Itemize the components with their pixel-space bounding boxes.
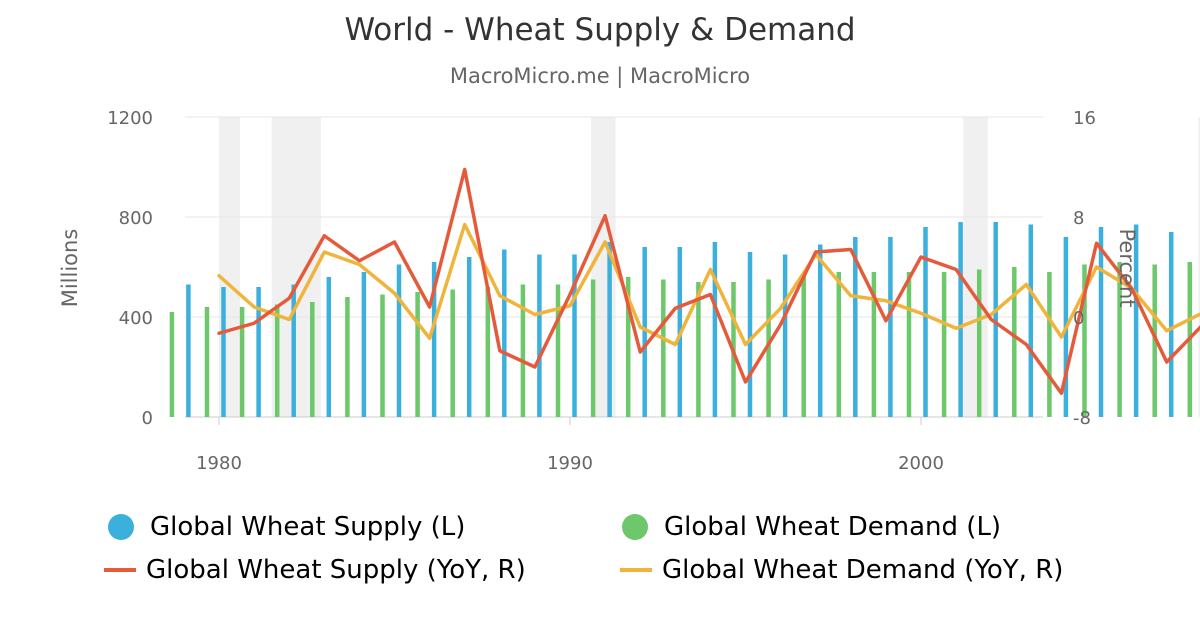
- x-tick-label: 1990: [547, 453, 593, 474]
- y-left-tick-label: 800: [119, 208, 153, 229]
- supply-bar[interactable]: [607, 242, 612, 417]
- supply-bar[interactable]: [502, 249, 507, 418]
- supply-yoy-line[interactable]: [217, 167, 1200, 395]
- demand-bar[interactable]: [766, 279, 771, 418]
- y-right-tick-label: 16: [1073, 108, 1096, 129]
- y-left-tick-label: 400: [119, 308, 153, 329]
- legend-label-demand-bar: Global Wheat Demand (L): [664, 512, 1002, 542]
- legend-marker-demand-yoy: [620, 568, 652, 572]
- legend-label-demand-yoy: Global Wheat Demand (YoY, R): [662, 555, 1064, 585]
- demand-bar[interactable]: [520, 284, 526, 418]
- y-axis-left-title: Millions: [58, 229, 82, 308]
- legend-item-supply-bar[interactable]: Global Wheat Supply (L): [108, 512, 465, 542]
- y-right-tick-label: 8: [1073, 208, 1084, 229]
- demand-bar[interactable]: [836, 272, 842, 417]
- supply-bar[interactable]: [1168, 232, 1174, 417]
- supply-bar[interactable]: [186, 284, 191, 418]
- supply-bar[interactable]: [642, 247, 647, 417]
- demand-bar[interactable]: [801, 274, 806, 418]
- demand-bar[interactable]: [1082, 264, 1087, 418]
- demand-bar[interactable]: [345, 297, 350, 417]
- supply-bar[interactable]: [923, 227, 928, 417]
- demand-bar[interactable]: [380, 294, 385, 418]
- legend-label-supply-yoy: Global Wheat Supply (YoY, R): [146, 555, 526, 585]
- x-tick-label: 1980: [196, 453, 242, 474]
- supply-bar[interactable]: [888, 237, 893, 417]
- demand-bar[interactable]: [239, 307, 245, 417]
- demand-bar[interactable]: [696, 282, 701, 417]
- demand-bar[interactable]: [450, 289, 455, 418]
- demand-bar[interactable]: [1047, 272, 1052, 417]
- demand-bar[interactable]: [485, 287, 491, 417]
- supply-bar[interactable]: [572, 254, 577, 418]
- demand-bar[interactable]: [625, 277, 631, 417]
- demand-bar[interactable]: [871, 272, 877, 417]
- demand-bar[interactable]: [941, 272, 947, 417]
- y-right-tick-label: 0: [1073, 308, 1084, 329]
- supply-bar[interactable]: [712, 242, 718, 417]
- demand-bar[interactable]: [310, 302, 315, 417]
- demand-yoy-line[interactable]: [217, 222, 1200, 347]
- demand-bar[interactable]: [976, 269, 982, 418]
- legend-item-demand-bar[interactable]: Global Wheat Demand (L): [622, 512, 1001, 542]
- legend-item-supply-yoy[interactable]: Global Wheat Supply (YoY, R): [104, 555, 526, 585]
- y-right-tick-label: -8: [1073, 408, 1091, 429]
- x-tick-label: 2000: [898, 453, 944, 474]
- demand-bar[interactable]: [1117, 262, 1122, 417]
- supply-bar[interactable]: [256, 287, 261, 417]
- supply-bar[interactable]: [1098, 227, 1104, 417]
- supply-bar[interactable]: [396, 264, 402, 418]
- supply-bar[interactable]: [993, 222, 998, 417]
- demand-bar[interactable]: [555, 284, 561, 418]
- supply-bar[interactable]: [537, 254, 542, 418]
- supply-bar[interactable]: [747, 252, 753, 417]
- chart-legend: Global Wheat Supply (L) Global Wheat Dem…: [0, 500, 1200, 610]
- legend-marker-supply-bar: [108, 514, 134, 540]
- y-axis-right-title: Percent: [1115, 228, 1139, 307]
- demand-bar[interactable]: [1012, 267, 1017, 417]
- demand-bar[interactable]: [906, 272, 912, 417]
- legend-label-supply-bar: Global Wheat Supply (L): [150, 512, 466, 542]
- supply-bar[interactable]: [431, 262, 437, 417]
- supply-bar[interactable]: [361, 272, 367, 417]
- recession-band-4: [1198, 117, 1200, 417]
- chart-title: World - Wheat Supply & Demand: [344, 12, 856, 48]
- line-series-group: [217, 167, 1200, 395]
- supply-bar[interactable]: [817, 244, 823, 418]
- legend-marker-demand-bar: [622, 514, 648, 540]
- demand-bar[interactable]: [415, 292, 420, 417]
- supply-bar[interactable]: [466, 257, 472, 417]
- demand-bar[interactable]: [590, 279, 596, 418]
- supply-bar[interactable]: [782, 254, 788, 418]
- supply-bar[interactable]: [853, 237, 858, 417]
- demand-bar[interactable]: [274, 304, 280, 418]
- chart-subtitle: MacroMicro.me | MacroMicro: [449, 64, 751, 88]
- supply-bar[interactable]: [1028, 224, 1034, 418]
- demand-bar[interactable]: [204, 307, 210, 417]
- supply-bar[interactable]: [326, 277, 332, 417]
- y-left-tick-label: 0: [142, 408, 153, 429]
- y-left-tick-label: 1200: [107, 108, 153, 129]
- bar-series-group: [169, 222, 1193, 418]
- recession-band-3: [963, 117, 988, 417]
- supply-bar[interactable]: [1133, 224, 1139, 418]
- supply-bar[interactable]: [291, 284, 296, 418]
- demand-bar[interactable]: [661, 279, 666, 418]
- supply-bar[interactable]: [958, 222, 963, 417]
- legend-item-demand-yoy[interactable]: Global Wheat Demand (YoY, R): [620, 555, 1063, 585]
- legend-marker-supply-yoy: [104, 568, 136, 572]
- demand-bar[interactable]: [169, 312, 175, 417]
- supply-bar[interactable]: [221, 287, 226, 417]
